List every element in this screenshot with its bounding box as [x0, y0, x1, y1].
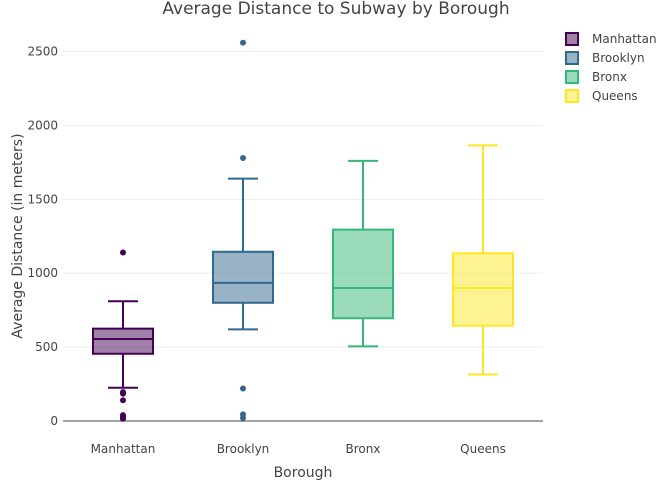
legend-label: Queens: [592, 89, 638, 103]
y-tick-label: 2000: [27, 118, 58, 132]
legend-swatch: [565, 70, 579, 84]
legend-item-brooklyn[interactable]: Brooklyn: [565, 51, 645, 65]
x-axis-ticks: Manhattan Brooklyn Bronx Queens: [91, 442, 506, 456]
box-manhattan: [92, 249, 154, 422]
y-tick-label: 1500: [27, 192, 58, 206]
y-axis-title: Average Distance (in meters): [10, 133, 26, 338]
iqr-box: [92, 327, 154, 355]
y-tick-label: 2500: [27, 45, 58, 59]
chart-title: Average Distance to Subway by Borough: [162, 0, 509, 19]
iqr-box: [332, 228, 394, 320]
outlier-point: [120, 249, 126, 256]
legend-label: Manhattan: [592, 32, 657, 46]
legend-label: Bronx: [592, 70, 627, 84]
iqr-box: [212, 250, 274, 304]
outlier-point: [240, 39, 246, 46]
y-tick-label: 500: [35, 340, 58, 354]
iqr-box: [452, 252, 514, 327]
outlier-point: [120, 390, 126, 397]
outlier-point: [120, 415, 126, 422]
outlier-point: [240, 385, 246, 392]
x-tick-label: Brooklyn: [217, 442, 270, 456]
legend-item-queens[interactable]: Queens: [565, 89, 638, 103]
outlier-point: [240, 415, 246, 422]
outlier-point: [120, 397, 126, 404]
x-tick-label: Queens: [460, 442, 506, 456]
legend-swatch: [565, 32, 579, 46]
legend-item-bronx[interactable]: Bronx: [565, 70, 627, 84]
y-axis-ticks: 0 500 1000 1500 2000 2500: [27, 45, 58, 428]
x-tick-label: Bronx: [346, 442, 381, 456]
legend-swatch: [565, 89, 579, 103]
y-tick-label: 0: [50, 414, 58, 428]
legend-label: Brooklyn: [592, 51, 645, 65]
outlier-point: [240, 154, 246, 161]
legend-swatch: [565, 51, 579, 65]
box-bronx: [332, 159, 394, 348]
box-series: [92, 39, 514, 422]
x-axis-title: Borough: [274, 465, 333, 480]
box-brooklyn: [212, 39, 274, 422]
y-tick-label: 1000: [27, 266, 58, 280]
legend-item-manhattan[interactable]: Manhattan: [565, 32, 657, 46]
box-queens: [452, 144, 514, 376]
x-tick-label: Manhattan: [91, 442, 156, 456]
legend[interactable]: Manhattan Brooklyn Bronx Queens: [565, 32, 657, 103]
